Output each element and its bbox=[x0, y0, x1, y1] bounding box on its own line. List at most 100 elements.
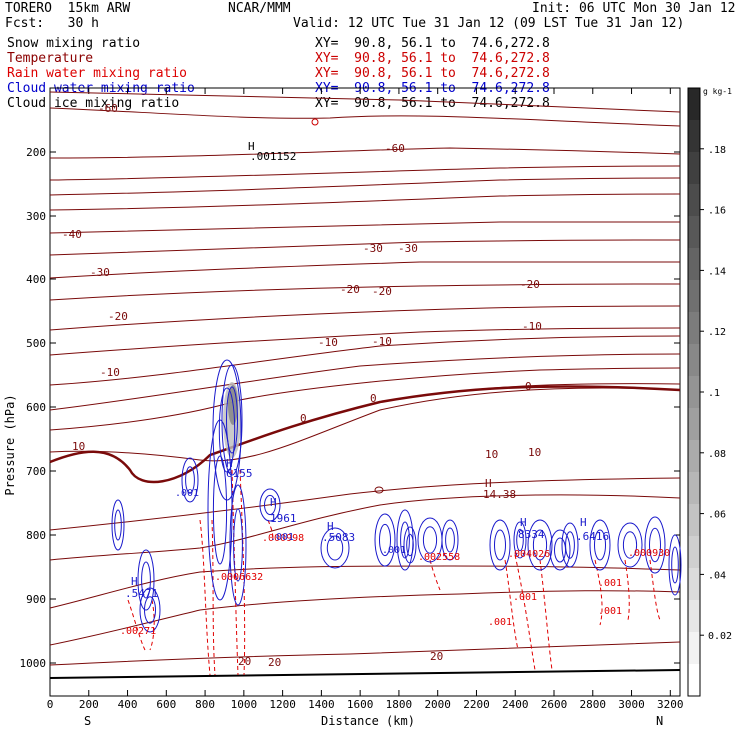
temperature-isotherm bbox=[49, 283, 681, 301]
x-axis-label: Distance (km) bbox=[321, 714, 415, 728]
axis-ticks: 0 200 400 600 800 1000 1200 1400 1600 1800 2000 220… bbox=[20, 88, 684, 711]
x-tick-label: 2000 bbox=[424, 698, 451, 711]
cloud-water-contour-inner bbox=[212, 455, 228, 565]
contour-label: -60 bbox=[98, 102, 118, 115]
contour-label: -20 bbox=[520, 278, 540, 291]
contour-label: 10 bbox=[485, 448, 498, 461]
cloud-water-contour bbox=[644, 516, 666, 574]
cloud-water-contour bbox=[259, 488, 281, 522]
cloud-water-contour bbox=[441, 519, 459, 561]
colorbar-tick-label: .04 bbox=[708, 570, 726, 581]
cloud-water-contour-inner bbox=[565, 531, 575, 559]
valid-time: Valid: 12 UTC Tue 31 Jan 12 (09 LST Tue … bbox=[293, 16, 685, 31]
cloud-water-contour bbox=[561, 522, 579, 568]
y-tick-label: 300 bbox=[26, 210, 46, 223]
rain-contour bbox=[539, 559, 553, 671]
cloud-water-contour bbox=[320, 527, 350, 569]
rain-contour bbox=[624, 559, 630, 621]
cloud-water-contour-inner bbox=[594, 529, 606, 561]
contour-labels: -60 -60 -40 -30 -30 -30 -20 -20 -20 -20 -10 -10 -10 -… bbox=[62, 102, 670, 669]
plot-frame bbox=[49, 87, 681, 697]
contour-label: 0 bbox=[370, 392, 377, 405]
contour-label: H bbox=[131, 575, 138, 588]
field-name: Snow mixing ratio bbox=[7, 36, 141, 51]
cloud-water-contours bbox=[111, 359, 682, 633]
colorbar-step bbox=[688, 88, 700, 121]
y-tick-label: 600 bbox=[26, 401, 46, 414]
contour-label: 8334 bbox=[518, 528, 545, 541]
field-xy: XY= 90.8, 56.1 to 74.6,272.8 bbox=[315, 36, 550, 51]
contour-label: -20 bbox=[372, 285, 392, 298]
colorbar-step bbox=[688, 376, 700, 409]
contour-label: 10 bbox=[72, 440, 85, 453]
init-time: Init: 06 UTC Mon 30 Jan 12 bbox=[532, 1, 736, 16]
cloud-water-contour-inner bbox=[494, 529, 506, 561]
cloud-water-contour bbox=[139, 587, 161, 633]
colorbar-step bbox=[688, 472, 700, 505]
cloud-water-contour-inner bbox=[233, 508, 243, 582]
contour-label: 14.38 bbox=[483, 488, 516, 501]
cloud-water-contour-inner bbox=[422, 526, 438, 554]
contour-label: .5471 bbox=[125, 587, 158, 600]
temperature-closed-contour bbox=[311, 118, 319, 126]
temperature-isotherm bbox=[49, 494, 681, 561]
x-tick-label: 2400 bbox=[502, 698, 529, 711]
cloud-water-contour-inner bbox=[141, 561, 151, 599]
contour-label: H bbox=[327, 520, 334, 533]
cloud-water-contour-inner bbox=[554, 537, 566, 563]
x-tick-label: 1200 bbox=[269, 698, 296, 711]
temperature-isotherm bbox=[49, 387, 681, 462]
cloud-water-contour-inner bbox=[226, 386, 238, 454]
y-tick-label: 700 bbox=[26, 465, 46, 478]
x-tick-label: 3200 bbox=[657, 698, 684, 711]
x-tick-label: 2800 bbox=[580, 698, 607, 711]
cloud-water-contour bbox=[396, 509, 414, 571]
contour-label: .001 bbox=[598, 578, 622, 589]
cloud-water-contour-inner bbox=[532, 529, 548, 561]
contour-label: 20 bbox=[430, 650, 443, 663]
contour-label: -40 bbox=[62, 228, 82, 241]
cloud-water-contour bbox=[513, 521, 527, 559]
contour-label: 0 bbox=[300, 412, 307, 425]
y-tick-label: 800 bbox=[26, 529, 46, 542]
rain-contour bbox=[149, 599, 155, 651]
temperature-isotherm bbox=[49, 641, 681, 666]
cloud-water-contour-inner bbox=[326, 535, 344, 561]
x-tick-label: 1000 bbox=[231, 698, 258, 711]
cloud-water-contour-inner bbox=[114, 509, 122, 541]
contour-label: 10 bbox=[528, 446, 541, 459]
temperature-isotherm bbox=[49, 147, 681, 159]
temperature-isotherm bbox=[49, 177, 681, 196]
colorbar-tick-label: .06 bbox=[708, 510, 726, 521]
colorbar-step bbox=[688, 120, 700, 153]
contour-label: H bbox=[226, 457, 233, 470]
x-tick-label: 3000 bbox=[618, 698, 645, 711]
snow-shading bbox=[223, 382, 241, 458]
cloud-water-contour-inner bbox=[379, 523, 391, 557]
contour-label: 6155 bbox=[226, 467, 253, 480]
temperature-isotherm bbox=[49, 107, 681, 127]
contour-label: .001 bbox=[598, 606, 622, 617]
colorbar-tick-label: .16 bbox=[708, 206, 726, 217]
rain-contour bbox=[239, 469, 246, 676]
temperature-isotherm bbox=[49, 165, 681, 181]
x-tick-label: 800 bbox=[195, 698, 215, 711]
contour-label: -60 bbox=[385, 142, 405, 155]
temperature-isotherm bbox=[49, 91, 681, 113]
cloud-water-contour bbox=[374, 513, 396, 567]
contour-label: .6416 bbox=[576, 530, 609, 543]
x-tick-label: 600 bbox=[156, 698, 176, 711]
cloud-water-contour-inner bbox=[406, 533, 414, 557]
contour-label: .002558 bbox=[418, 552, 460, 563]
contour-label: -10 bbox=[100, 366, 120, 379]
cloud-water-contour bbox=[229, 484, 247, 606]
colorbar-step bbox=[688, 152, 700, 185]
field-name: Cloud ice mixing ratio bbox=[7, 96, 180, 111]
colorbar-unit: g kg-1 bbox=[703, 87, 732, 96]
cloud-water-contour-inner bbox=[671, 546, 679, 584]
contour-label: .001 bbox=[488, 617, 512, 628]
x-tick-label: 0 bbox=[47, 698, 54, 711]
colorbar-step bbox=[688, 344, 700, 377]
x-tick-label: 200 bbox=[79, 698, 99, 711]
colorbar-tick-label: .08 bbox=[708, 449, 726, 460]
